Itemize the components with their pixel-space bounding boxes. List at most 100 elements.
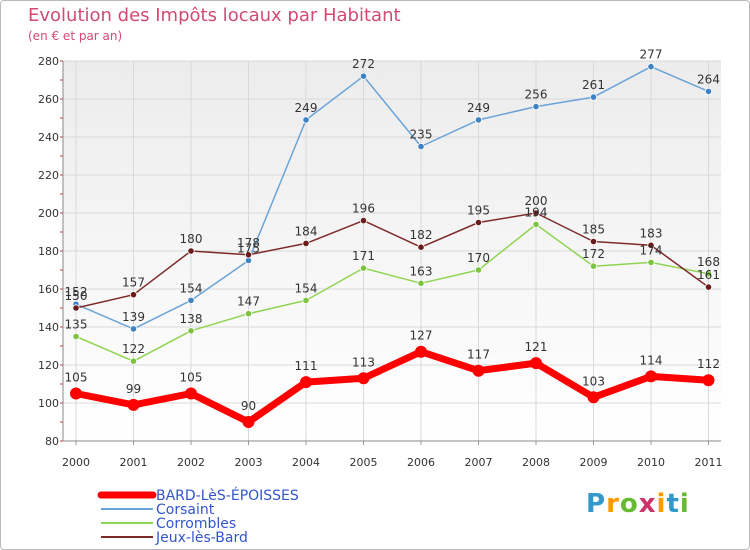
data-point-corsaint (359, 72, 368, 80)
data-labels: 152 139 154 175 249 272 235 249 256 261 277 264 135 1… (65, 48, 720, 413)
series-layer (70, 63, 715, 428)
y-tick-label: 140 (38, 321, 59, 334)
data-point-corrombles (72, 332, 80, 341)
x-tick-label: 2008 (522, 456, 550, 469)
y-tick-label: 120 (38, 359, 59, 372)
data-label-bard-les-epoisses: 117 (467, 348, 490, 362)
y-tick-label: 220 (38, 169, 59, 182)
legend: BARD-LèS-ÉPOISSESCorsaintCorromblesJeux-… (97, 487, 299, 546)
data-point-bard-les-epoisses (415, 345, 427, 358)
data-label-bard-les-epoisses: 127 (410, 329, 433, 343)
x-tick-label: 2010 (637, 456, 665, 469)
data-label-jeux-les-bard: 200 (525, 194, 548, 208)
data-label-bard-les-epoisses: 105 (180, 371, 203, 385)
logo-letter: t (666, 489, 680, 519)
data-point-corsaint (417, 142, 425, 151)
grid (63, 60, 721, 442)
x-tick-label: 2003 (235, 456, 263, 469)
data-point-bard-les-epoisses (645, 370, 657, 383)
y-tick-label: 180 (38, 245, 59, 258)
data-point-corsaint (187, 296, 195, 304)
data-point-bard-les-epoisses (702, 374, 715, 387)
data-point-bard-les-epoisses (587, 391, 600, 404)
data-point-corrombles (647, 258, 655, 266)
x-tick-label: 2005 (350, 456, 378, 469)
data-point-jeux-les-bard (359, 217, 368, 225)
data-label-corsaint: 235 (410, 128, 433, 142)
data-point-corrombles (359, 264, 368, 272)
logo-letter: i (656, 489, 667, 519)
data-point-jeux-les-bard (532, 209, 540, 217)
data-label-corsaint: 249 (467, 101, 490, 115)
data-point-jeux-les-bard (302, 239, 310, 247)
data-point-bard-les-epoisses (472, 364, 485, 377)
data-label-jeux-les-bard: 195 (467, 204, 490, 218)
data-point-jeux-les-bard (417, 243, 425, 251)
chart-subtitle: (en € et par an) (28, 29, 123, 43)
data-point-bard-les-epoisses (127, 398, 140, 411)
logo-letter: r (606, 489, 620, 519)
data-label-jeux-les-bard: 157 (122, 276, 145, 290)
x-tick-label: 2009 (580, 456, 608, 469)
data-label-bard-les-epoisses: 103 (582, 374, 605, 388)
data-label-jeux-les-bard: 185 (582, 223, 605, 237)
x-tick-label: 2007 (465, 456, 493, 469)
data-label-bard-les-epoisses: 112 (697, 357, 720, 371)
data-label-corrombles: 147 (237, 295, 260, 309)
data-label-corrombles: 168 (697, 255, 720, 269)
data-label-bard-les-epoisses: 114 (640, 353, 663, 367)
data-point-corsaint (704, 87, 713, 96)
data-label-jeux-les-bard: 178 (237, 236, 260, 250)
data-label-bard-les-epoisses: 90 (241, 399, 256, 413)
data-label-corsaint: 261 (582, 78, 605, 92)
data-label-jeux-les-bard: 196 (352, 202, 375, 216)
data-label-corrombles: 194 (525, 205, 548, 219)
y-tick-label: 100 (38, 397, 59, 410)
data-label-corsaint: 277 (640, 48, 663, 62)
y-tick-label: 200 (38, 207, 59, 220)
data-label-corsaint: 264 (697, 72, 720, 86)
data-point-corsaint (302, 116, 310, 124)
data-point-jeux-les-bard (187, 247, 195, 255)
data-point-jeux-les-bard (474, 218, 483, 227)
legend-label: Corsaint (156, 502, 215, 518)
data-point-corsaint (647, 63, 655, 71)
data-label-bard-les-epoisses: 121 (525, 340, 548, 354)
y-tick-label: 240 (38, 131, 59, 144)
data-point-corrombles (244, 310, 253, 318)
data-point-bard-les-epoisses (300, 376, 312, 389)
data-label-corrombles: 163 (410, 264, 433, 278)
data-point-corrombles (129, 357, 138, 365)
data-point-jeux-les-bard (704, 283, 713, 291)
data-point-corrombles (704, 270, 713, 278)
data-point-corsaint (589, 93, 598, 101)
data-label-jeux-les-bard: 183 (640, 226, 663, 240)
data-point-corrombles (417, 279, 425, 287)
data-point-corrombles (474, 266, 483, 274)
data-label-corrombles: 170 (467, 251, 490, 265)
x-tick-label: 2000 (62, 456, 90, 469)
data-label-corsaint: 256 (525, 88, 548, 102)
data-point-corrombles (302, 296, 310, 304)
data-point-jeux-les-bard (589, 237, 598, 246)
data-point-bard-les-epoisses (242, 416, 255, 428)
data-label-bard-les-epoisses: 113 (352, 355, 375, 369)
data-point-corsaint (474, 116, 483, 124)
series-line-jeux-les-bard (75, 212, 710, 309)
data-point-bard-les-epoisses (357, 372, 370, 385)
chart-title: Evolution des Impôts locaux par Habitant (28, 5, 401, 26)
data-label-corrombles: 122 (122, 342, 145, 356)
x-tick-label: 2011 (695, 456, 723, 469)
logo-letter: x (638, 489, 657, 519)
data-point-corrombles (589, 262, 598, 270)
data-label-corrombles: 154 (295, 281, 318, 295)
data-label-corsaint: 272 (352, 57, 375, 71)
data-label-jeux-les-bard: 182 (410, 228, 433, 242)
logo-letter: i (679, 489, 690, 519)
series-line-corrombles (75, 223, 710, 362)
data-point-jeux-les-bard (647, 241, 655, 249)
logo-letter: P (586, 489, 607, 519)
x-tick-label: 2002 (177, 456, 205, 469)
data-label-jeux-les-bard: 150 (65, 289, 88, 303)
